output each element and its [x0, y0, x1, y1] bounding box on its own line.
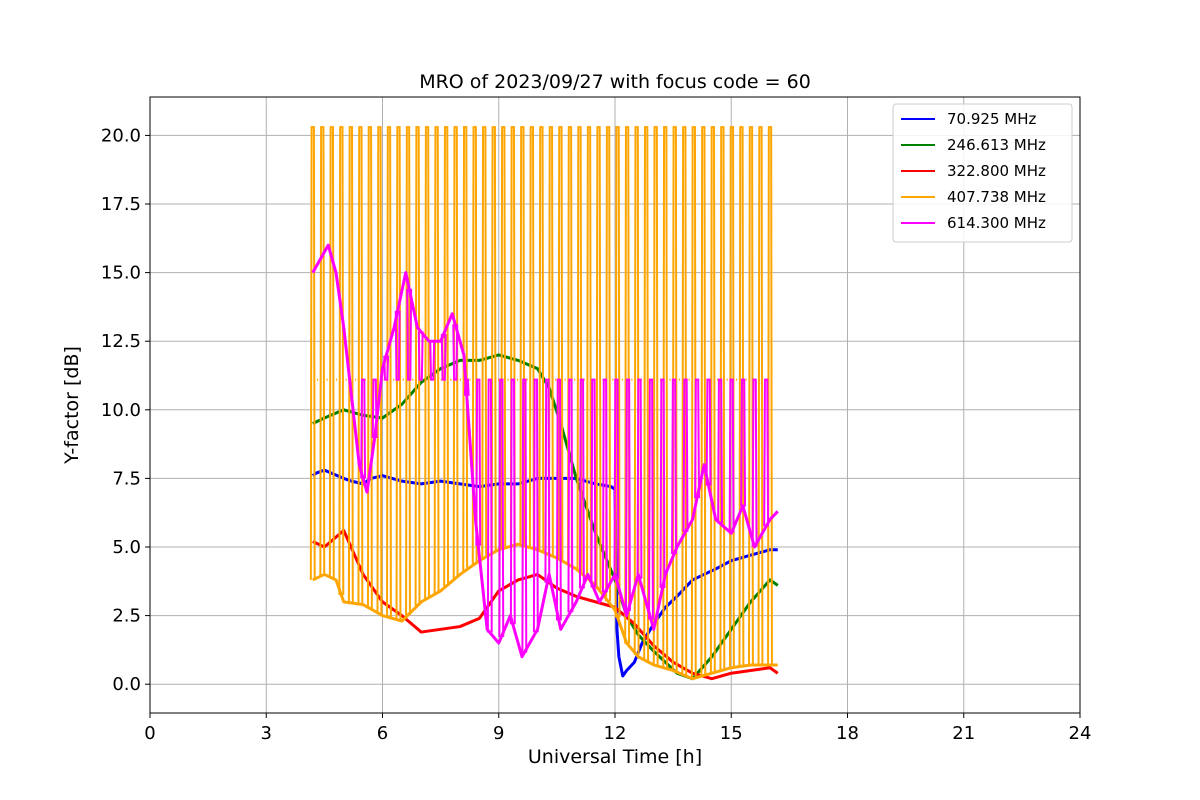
legend-label: 322.800 MHz: [947, 162, 1046, 180]
legend-label: 246.613 MHz: [947, 136, 1046, 154]
legend-label: 614.300 MHz: [947, 214, 1046, 232]
x-tick-label: 24: [1069, 723, 1092, 744]
series-spikes-407-738-mhz: [309, 126, 773, 679]
x-tick-label: 15: [720, 723, 743, 744]
series-spikes-614-300-mhz: [360, 288, 770, 653]
x-tick-label: 6: [377, 723, 388, 744]
y-tick-label: 10.0: [101, 400, 141, 421]
y-axis-label: Y-factor [dB]: [61, 346, 83, 465]
y-tick-label: 20.0: [101, 125, 141, 146]
y-tick-label: 17.5: [101, 194, 141, 215]
chart-title: MRO of 2023/09/27 with focus code = 60: [419, 71, 811, 93]
legend-label: 407.738 MHz: [947, 188, 1046, 206]
x-tick-label: 9: [493, 723, 504, 744]
x-axis-ticks: 0 3 6 9 12 15 18 21 24: [144, 713, 1091, 744]
x-tick-label: 3: [261, 723, 272, 744]
y-tick-label: 15.0: [101, 263, 141, 284]
y-tick-label: 12.5: [101, 331, 141, 352]
y-tick-label: 7.5: [112, 468, 141, 489]
series-line-614-300-mhz: [311, 243, 779, 659]
y-axis-ticks: 0.0 2.5 5.0 7.5 10.0 12.5 15.0 17.5 20.0: [101, 125, 150, 695]
y-tick-label: 0.0: [112, 674, 141, 695]
legend: 70.925 MHz 246.613 MHz 322.800 MHz 407.738 …: [892, 103, 1073, 243]
x-tick-label: 18: [836, 723, 859, 744]
plot-series: [309, 126, 779, 681]
legend-label: 70.925 MHz: [947, 110, 1036, 128]
x-tick-label: 12: [604, 723, 627, 744]
x-axis-label: Universal Time [h]: [528, 746, 702, 768]
legend-box: [892, 103, 1073, 243]
y-tick-label: 2.5: [112, 606, 141, 627]
y-tick-label: 5.0: [112, 537, 141, 558]
x-tick-label: 0: [144, 723, 155, 744]
x-tick-label: 21: [952, 723, 975, 744]
series-line-407-738-mhz: [312, 542, 778, 681]
